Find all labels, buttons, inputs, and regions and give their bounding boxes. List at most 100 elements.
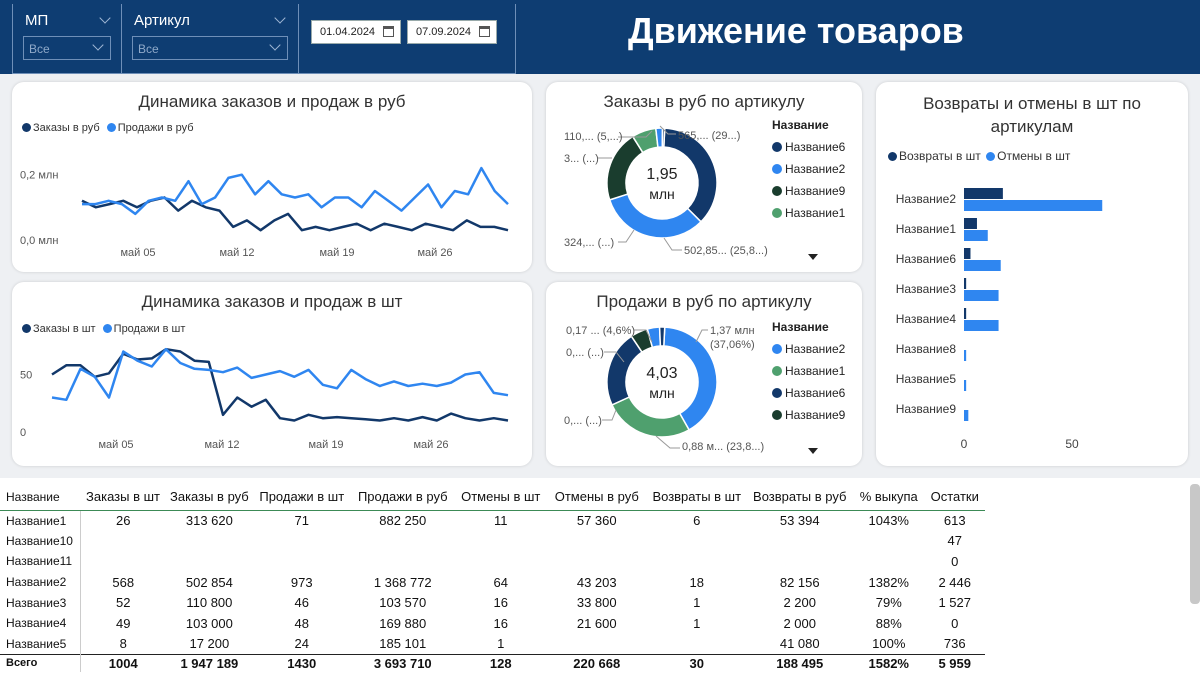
donut-slice <box>606 135 644 201</box>
column-header[interactable]: Возвраты в руб <box>746 484 853 511</box>
category-label: Название6 <box>896 252 957 266</box>
date-from-value: 01.04.2024 <box>320 26 376 38</box>
legend-item[interactable]: Название9 <box>772 184 845 198</box>
table-scrollbar[interactable] <box>1190 484 1200 604</box>
table-row[interactable]: Название11 0 <box>0 551 985 572</box>
legend-item[interactable]: Название6 <box>772 140 845 154</box>
legend-label: Заказы в руб <box>33 122 100 134</box>
column-header[interactable]: Отмены в руб <box>546 484 647 511</box>
legend-item[interactable]: Название1 <box>772 206 845 220</box>
table-row[interactable]: Название4 49 103 000 48 169 880 16 21 600 1 2 00… <box>0 612 985 634</box>
line-chart-sht: 50 0 май 05 май 12 май 19 май 26 <box>20 347 509 451</box>
table-cell: Название11 <box>0 551 81 572</box>
table-cell: 1043% <box>868 513 909 529</box>
legend-item[interactable]: Название2 <box>772 342 845 356</box>
header-bar: МП Все Артикул Все 01.04.2024 07.09.2024… <box>0 0 1200 74</box>
legend-scroll-down-icon[interactable] <box>808 254 818 260</box>
table-row[interactable]: Название1 26 313 620 71 882 250 11 57 360 6 53 3… <box>0 510 985 531</box>
column-header[interactable]: Название <box>0 484 80 511</box>
bar-cancels <box>964 260 1001 271</box>
legend-label: Название6 <box>785 140 846 154</box>
table-cell: 17 200 <box>189 636 230 652</box>
legend-item[interactable]: Название1 <box>772 364 845 378</box>
card-returns-cancels: Возвраты и отмены в шт по артикулам Возвр… <box>876 82 1188 466</box>
legend-dot <box>772 142 782 152</box>
x-tick-label: май 26 <box>413 439 448 451</box>
table-cell: 313 620 <box>185 513 233 529</box>
legend-scroll-down-icon[interactable] <box>808 448 818 454</box>
table-row[interactable]: Название5 8 17 200 24 185 101 1 41 080 100% 736 <box>0 633 985 655</box>
column-header[interactable]: Заказы в руб <box>166 484 253 511</box>
bar-cancels <box>964 410 969 421</box>
total-cell: 3 693 710 <box>350 653 455 673</box>
series-line-sales <box>82 166 509 216</box>
card-orders-sales-sht: Динамика заказов и продаж в шт Заказы в … <box>12 282 532 466</box>
legend-item[interactable]: Название6 <box>772 386 845 400</box>
filter-select[interactable]: Все <box>132 36 288 60</box>
date-from-input[interactable]: 01.04.2024 <box>311 20 401 44</box>
filter-article[interactable]: Артикул Все <box>121 4 299 74</box>
chevron-down-icon[interactable] <box>99 12 111 24</box>
category-label: Название9 <box>896 402 957 416</box>
column-header[interactable]: Остатки <box>924 484 985 511</box>
table-header-row: Название Заказы в шт Заказы в руб Продажи в… <box>0 484 985 511</box>
calendar-icon[interactable] <box>479 26 490 37</box>
column-header[interactable]: Возвраты в шт <box>646 484 747 511</box>
table-cell: 103 000 <box>185 615 233 631</box>
legend-label: Название2 <box>785 162 846 176</box>
table-cell <box>747 531 853 552</box>
card-title: Динамика заказов и продаж в руб <box>138 92 406 111</box>
table-cell <box>166 531 253 552</box>
bar-cancels <box>964 380 967 391</box>
x-tick-label: 0 <box>961 437 968 451</box>
table-cell <box>351 531 455 552</box>
data-label: 502,85... (25,8...) <box>684 245 768 257</box>
column-header[interactable]: % выкупа <box>852 484 925 511</box>
column-header[interactable]: Заказы в шт <box>80 484 166 511</box>
table-cell: 8 <box>119 636 127 652</box>
filter-marketplace[interactable]: МП Все <box>12 4 122 74</box>
table-cell: 57 360 <box>576 513 617 529</box>
table-cell: 502 854 <box>185 574 233 590</box>
x-tick-label: 50 <box>1065 437 1079 451</box>
column-header[interactable]: Отмены в шт <box>454 484 547 511</box>
table-cell: Название5 <box>0 633 81 655</box>
table-cell: 41 080 <box>779 636 820 652</box>
table-row[interactable]: Название2 568 502 854 973 1 368 772 64 43 203 1… <box>0 571 985 593</box>
bar-returns <box>964 248 971 259</box>
card-title: Динамика заказов и продаж в шт <box>141 292 403 311</box>
legend-label: Возвраты в шт <box>899 149 981 163</box>
legend-item[interactable]: Название9 <box>772 408 845 422</box>
total-cell: 1430 <box>252 653 351 673</box>
table-cell <box>351 551 455 572</box>
filter-select[interactable]: Все <box>23 36 111 60</box>
bar-cancels <box>964 350 967 361</box>
legend-item[interactable]: Название2 <box>772 162 845 176</box>
label-leader <box>695 329 708 343</box>
y-tick-label: 0,0 млн <box>20 235 58 247</box>
legend-dot <box>772 388 782 398</box>
data-label: 0,17 ... (4,6%) <box>566 325 635 337</box>
legend-label: Название9 <box>785 408 846 422</box>
x-tick-label: май 12 <box>219 247 254 259</box>
table-cell: 71 <box>294 513 309 529</box>
table-row[interactable]: Название3 52 110 800 46 103 570 16 33 800 1 2 20… <box>0 592 985 613</box>
legend-label: Отмены в шт <box>997 149 1071 163</box>
table-cell: Название10 <box>0 530 81 552</box>
table-row[interactable]: Название10 47 <box>0 530 985 552</box>
data-label: 565,... (29...) <box>678 130 740 142</box>
y-tick-label: 0,2 млн <box>20 170 58 182</box>
table-cell <box>455 531 547 552</box>
column-header[interactable]: Продажи в шт <box>252 484 351 511</box>
donut-legend: Название Название6 Название2 Название9 Н… <box>772 118 845 228</box>
date-to-input[interactable]: 07.09.2024 <box>407 20 497 44</box>
chevron-down-icon[interactable] <box>274 12 286 24</box>
donut-legend: Название Название2 Название1 Название6 Н… <box>772 320 845 430</box>
table-cell <box>647 551 747 572</box>
calendar-icon[interactable] <box>383 26 394 37</box>
table-cell: 973 <box>290 574 313 590</box>
column-header[interactable]: Продажи в руб <box>350 484 455 511</box>
bar-cancels <box>964 320 999 331</box>
chevron-down-icon <box>269 39 281 51</box>
table-cell: 100% <box>872 636 906 652</box>
